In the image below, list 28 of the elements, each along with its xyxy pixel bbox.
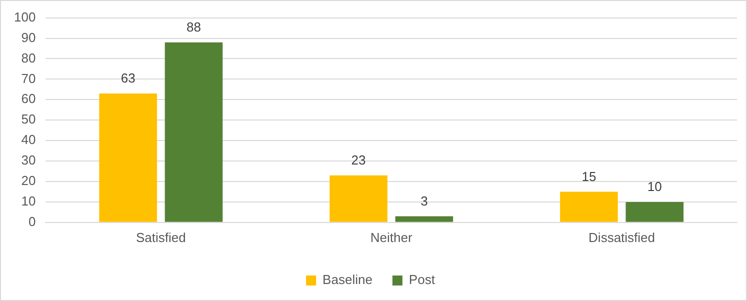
bar bbox=[164, 42, 223, 222]
data-label: 23 bbox=[351, 152, 366, 168]
data-label: 63 bbox=[120, 70, 136, 86]
y-tick-label: 80 bbox=[21, 50, 36, 66]
legend-label: Post bbox=[408, 272, 436, 288]
x-tick-label: Neither bbox=[370, 230, 413, 245]
y-tick-label: 90 bbox=[21, 30, 36, 45]
data-label: 88 bbox=[186, 19, 201, 34]
y-tick-label: 0 bbox=[28, 214, 36, 229]
y-tick-label: 10 bbox=[21, 194, 36, 209]
bar bbox=[395, 216, 454, 222]
y-tick-label: 20 bbox=[21, 173, 36, 188]
legend-label: Baseline bbox=[322, 272, 372, 288]
x-tick-label: Satisfied bbox=[136, 230, 186, 245]
x-tick-label: Dissatisfied bbox=[588, 230, 656, 245]
y-tick-label: 60 bbox=[21, 91, 36, 106]
data-label: 15 bbox=[582, 168, 596, 184]
bar bbox=[330, 175, 388, 222]
bar bbox=[99, 94, 157, 222]
y-tick-label: 40 bbox=[21, 132, 36, 148]
y-tick-label: 70 bbox=[21, 70, 36, 86]
bar bbox=[560, 192, 618, 222]
y-tick-label: 50 bbox=[21, 112, 36, 127]
data-label: 3 bbox=[420, 193, 428, 208]
bar bbox=[626, 202, 684, 222]
y-tick-label: 30 bbox=[21, 152, 36, 168]
y-tick-label: 100 bbox=[14, 9, 36, 24]
data-label: 10 bbox=[647, 179, 662, 194]
